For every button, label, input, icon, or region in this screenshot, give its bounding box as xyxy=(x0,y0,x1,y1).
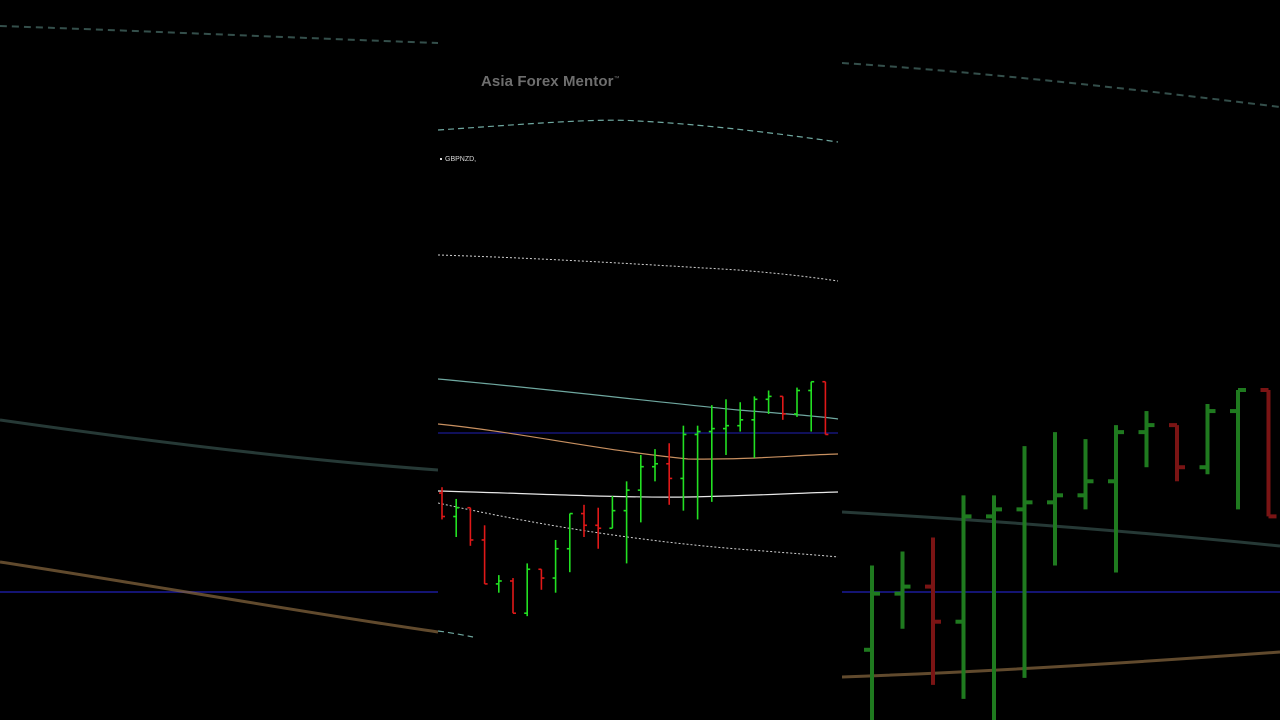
background-ohlc-bar xyxy=(1108,425,1124,573)
ohlc-bar xyxy=(524,563,531,617)
ohlc-bar xyxy=(779,395,786,420)
ohlc-bar xyxy=(737,402,744,432)
background-ohlc-bar xyxy=(1169,423,1185,482)
main-chart-panel xyxy=(438,0,842,720)
upper-band-line xyxy=(438,378,839,420)
ohlc-bar xyxy=(481,525,488,585)
left-upper-band-line xyxy=(0,25,438,44)
background-ohlc-bar xyxy=(1016,446,1033,678)
symbol-text: GBPNZD, xyxy=(445,156,477,163)
left-background-panel xyxy=(0,0,438,720)
ohlc-bar xyxy=(794,387,800,417)
ohlc-bar xyxy=(566,512,573,573)
ohlc-bar xyxy=(723,399,729,455)
ohlc-bar xyxy=(623,481,630,564)
ohlc-bar xyxy=(467,506,474,546)
background-ohlc-bar xyxy=(1138,411,1155,468)
left-middle-band-line xyxy=(0,418,438,472)
ohlc-bar xyxy=(808,380,815,432)
ohlc-bar xyxy=(680,425,687,511)
left-background-chart xyxy=(0,25,438,634)
ohlc-bar xyxy=(453,498,460,538)
background-ohlc-bar xyxy=(955,495,972,699)
right-moving-average-line xyxy=(842,650,1280,679)
ohlc-bar xyxy=(751,396,758,458)
background-ohlc-bar xyxy=(864,565,880,720)
right-upper-band-line xyxy=(842,62,1280,108)
ohlc-bar xyxy=(510,578,516,615)
background-ohlc-bar xyxy=(986,495,1002,720)
symbol-dot xyxy=(440,158,442,160)
ohlc-bar xyxy=(708,405,715,502)
background-ohlc-bar xyxy=(1230,388,1246,510)
symbol-label: GBPNZD, xyxy=(438,156,476,163)
left-moving-average-line xyxy=(0,560,438,634)
ohlc-bar xyxy=(637,454,644,523)
middle-band-line xyxy=(438,490,839,498)
right-background-panel xyxy=(842,0,1280,720)
ohlc-bars xyxy=(439,380,829,617)
ohlc-bar xyxy=(652,449,658,482)
ohlc-bar xyxy=(439,487,445,520)
trademark-mark: ™ xyxy=(613,76,620,82)
background-ohlc-bar xyxy=(894,551,911,629)
moving-average-line xyxy=(438,423,839,460)
background-ohlc-bar xyxy=(1260,388,1277,519)
indicator-bands xyxy=(438,119,839,638)
background-ohlc-bar xyxy=(1047,432,1063,566)
ohlc-bar xyxy=(538,568,545,590)
outer-upper-band-line xyxy=(438,119,839,143)
brand-watermark: Asia Forex Mentor™ xyxy=(481,73,620,90)
right-background-chart xyxy=(842,62,1280,720)
main-price-chart xyxy=(438,119,839,638)
ohlc-bar xyxy=(609,496,616,530)
background-ohlc-bar xyxy=(925,537,941,685)
ohlc-bar xyxy=(765,390,772,414)
ohlc-bar xyxy=(666,443,673,505)
background-ohlc-bar xyxy=(1077,439,1094,510)
ohlc-bar xyxy=(694,425,701,520)
background-ohlc-bar xyxy=(1199,404,1216,475)
outer-lower-band-line xyxy=(438,630,474,638)
brand-name: Asia Forex Mentor xyxy=(481,73,614,90)
right-middle-band-line xyxy=(842,510,1280,548)
upper-dotted-band-line xyxy=(438,254,839,282)
ohlc-bar xyxy=(822,380,829,436)
ohlc-bar xyxy=(552,539,559,593)
ohlc-bar xyxy=(581,504,587,538)
right-background-bars xyxy=(864,388,1277,720)
ohlc-bar xyxy=(595,507,602,549)
lower-dotted-band-line xyxy=(438,502,839,558)
ohlc-bar xyxy=(495,575,502,593)
